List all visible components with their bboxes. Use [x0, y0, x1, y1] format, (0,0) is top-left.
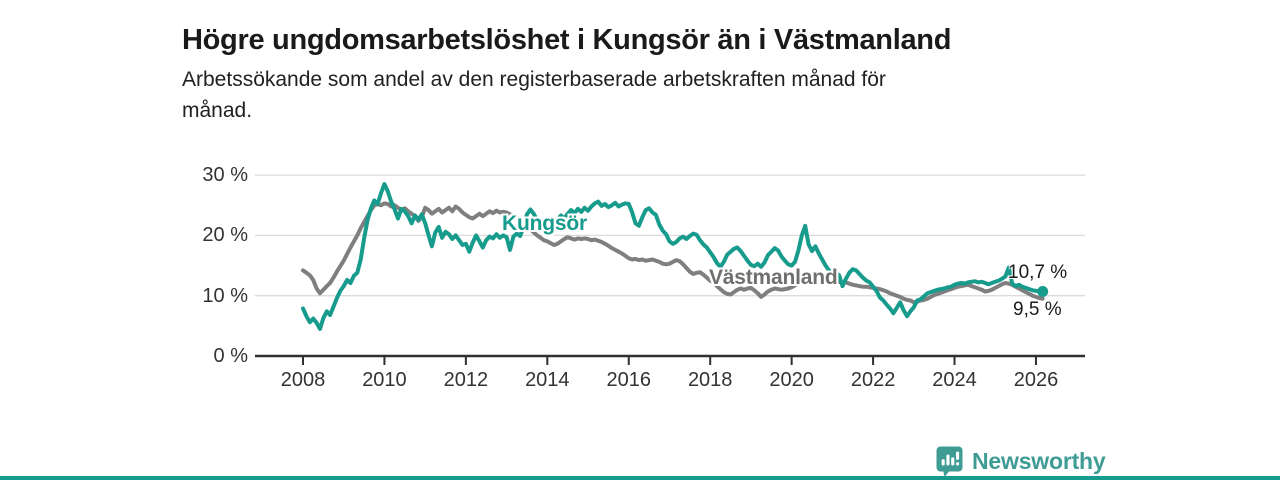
x-axis-label: 2020	[769, 369, 814, 391]
chart-subtitle-line-2: månad.	[182, 99, 253, 122]
x-axis-label: 2022	[850, 369, 896, 391]
x-axis-label: 2012	[443, 369, 489, 391]
series-label-kungsor: Kungsör	[502, 212, 587, 235]
x-axis-label: 2014	[525, 369, 570, 391]
y-axis-label: 30 %	[202, 164, 248, 187]
series-line-kungsor	[301, 182, 1045, 331]
x-axis-label: 2018	[687, 369, 733, 391]
x-axis-label: 2026	[1013, 369, 1059, 391]
newsworthy-logo-icon	[936, 446, 963, 477]
chart-subtitle: Arbetssökande som andel av den registerb…	[182, 64, 1082, 126]
y-axis-label: 10 %	[202, 284, 248, 307]
y-axis-label: 0 %	[213, 345, 248, 367]
x-axis-label: 2008	[280, 369, 326, 391]
bottom-accent-bar	[0, 476, 1280, 480]
y-axis-label: 20 %	[202, 224, 248, 247]
series-label-vastmanland: Västmanland	[709, 266, 838, 289]
chart-title: Högre ungdomsarbetslöshet i Kungsör än i…	[182, 24, 952, 57]
newsworthy-logo: Newsworthy	[936, 446, 1106, 477]
x-axis-label: 2024	[932, 369, 977, 391]
x-axis-label: 2010	[362, 369, 407, 391]
newsworthy-logo-text: Newsworthy	[972, 448, 1106, 474]
end-value-label-vastmanland: 9,5 %	[1013, 299, 1062, 320]
end-value-label-kungsor: 10,7 %	[1008, 262, 1068, 283]
end-point-dot	[1037, 286, 1049, 297]
chart-subtitle-line-1: Arbetssökande som andel av den registerb…	[182, 68, 886, 91]
x-axis-label: 2016	[606, 369, 652, 391]
